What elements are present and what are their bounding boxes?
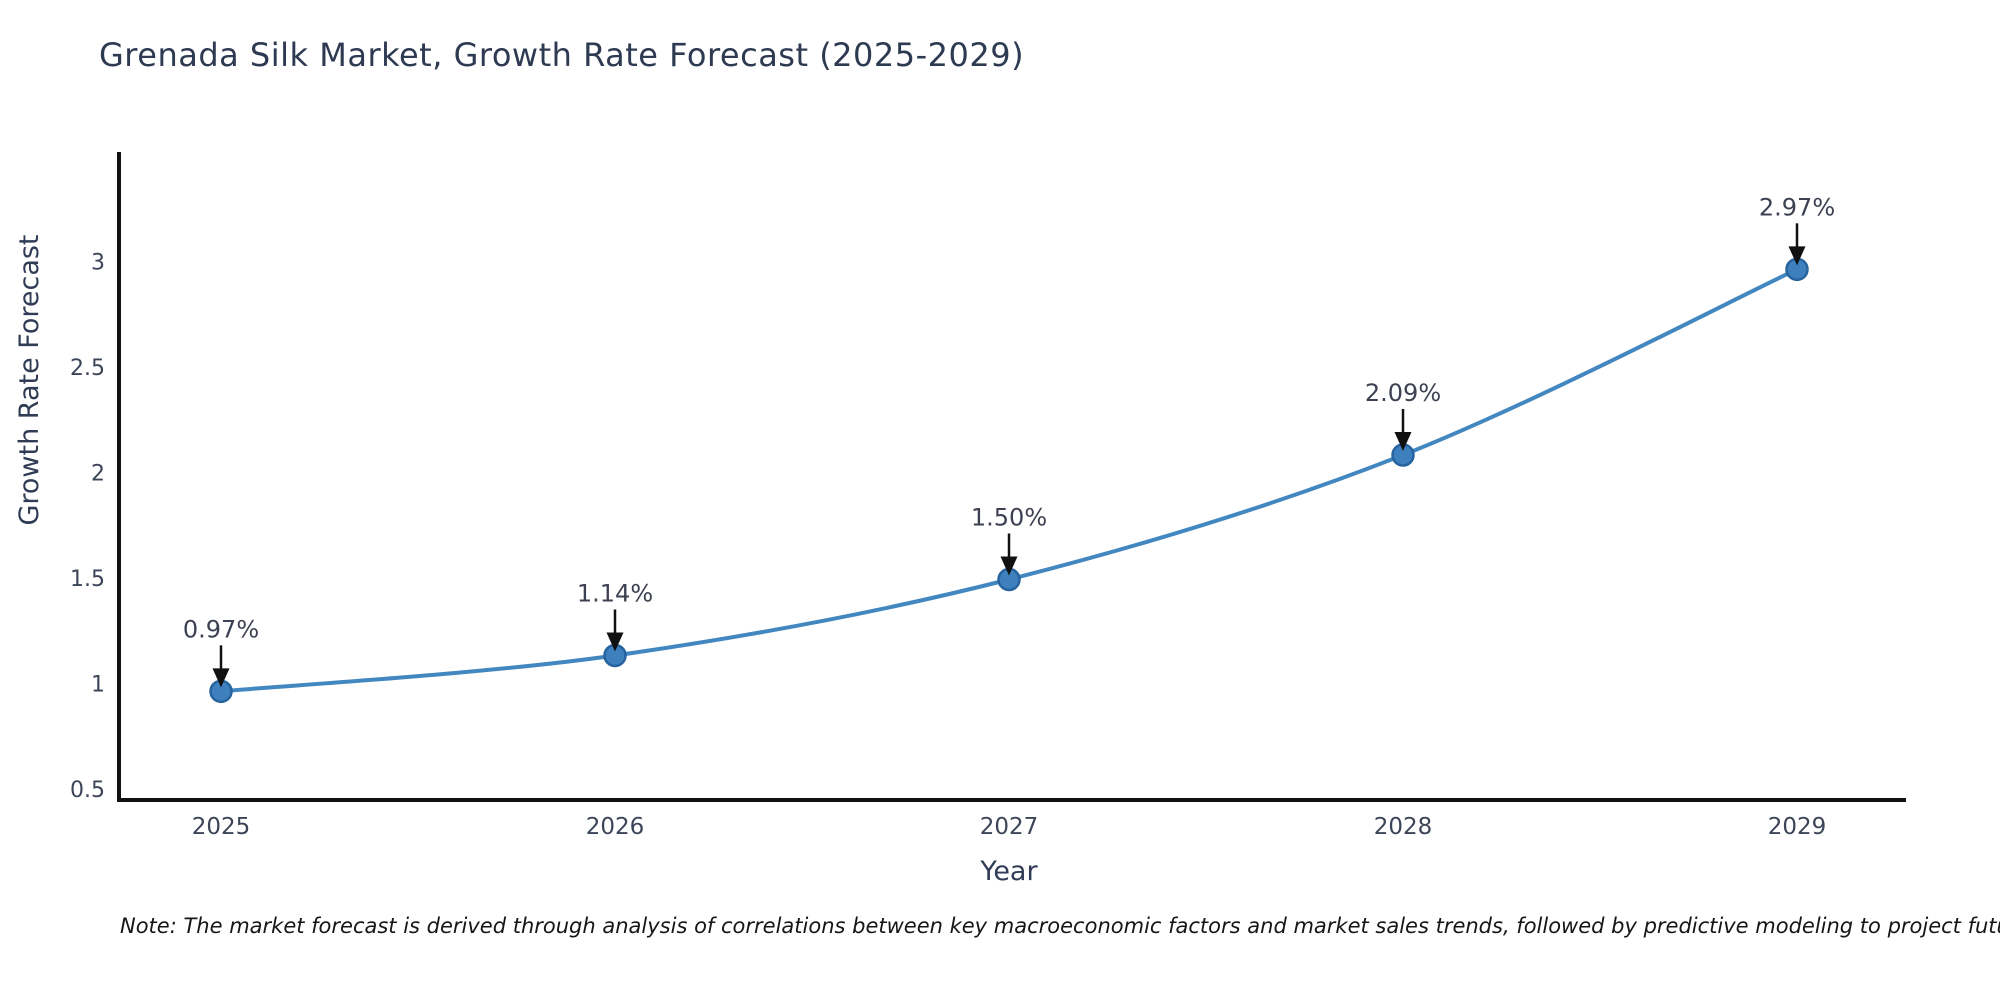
point-annotation-label: 2.97%	[1759, 193, 1835, 221]
point-annotation-label: 2.09%	[1365, 379, 1441, 407]
y-tick-label: 2.5	[70, 356, 105, 381]
annotation-arrow-head	[606, 632, 624, 652]
y-tick-label: 1.5	[70, 567, 105, 592]
y-tick-label: 3	[91, 251, 105, 276]
x-axis-title: Year	[979, 856, 1038, 887]
chart-footnote: Note: The market forecast is derived thr…	[120, 914, 2000, 938]
annotation-arrow-head	[1000, 556, 1018, 576]
page-title: Grenada Silk Market, Growth Rate Forecas…	[99, 36, 1025, 74]
trend-line	[219, 267, 1799, 694]
x-tick-label: 2028	[1374, 814, 1433, 840]
y-tick-label: 1	[91, 673, 105, 698]
x-tick-label: 2025	[192, 814, 251, 840]
x-tick-label: 2026	[586, 814, 645, 840]
y-tick-label: 2	[91, 462, 105, 487]
point-annotation-label: 1.14%	[577, 579, 653, 607]
annotation-arrow-head	[1788, 246, 1806, 266]
point-annotation-label: 1.50%	[971, 504, 1047, 532]
annotation-arrow-head	[212, 668, 230, 688]
annotation-arrow-head	[1394, 432, 1412, 452]
point-annotation-label: 0.97%	[183, 615, 259, 643]
y-tick-label: 0.5	[70, 778, 105, 803]
x-tick-label: 2029	[1768, 814, 1827, 840]
x-tick-label: 2027	[980, 814, 1039, 840]
y-axis-title: Growth Rate Forecast	[14, 234, 45, 525]
